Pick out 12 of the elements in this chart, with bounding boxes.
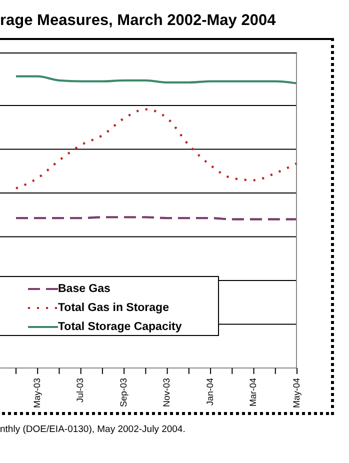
x-tick-label: May-03 — [32, 378, 42, 408]
chart-title: rage Measures, March 2002-May 2004 — [0, 12, 276, 30]
legend-label: Total Gas in Storage — [58, 302, 169, 314]
x-tick-label: Nov-03 — [162, 378, 172, 408]
x-tick-label: Mar-04 — [248, 378, 258, 407]
legend-label: Total Storage Capacity — [58, 320, 182, 332]
x-tick-label: Jul-03 — [75, 378, 86, 403]
legend-label: Base Gas — [58, 282, 110, 294]
text: nthly (DOE/EIA-0130), May 2002-July 2004. — [0, 424, 186, 435]
x-tick-label: Sep-03 — [118, 378, 128, 408]
x-tick-label: May-04 — [291, 378, 302, 408]
x-tick-label: Jan-04 — [204, 378, 215, 406]
